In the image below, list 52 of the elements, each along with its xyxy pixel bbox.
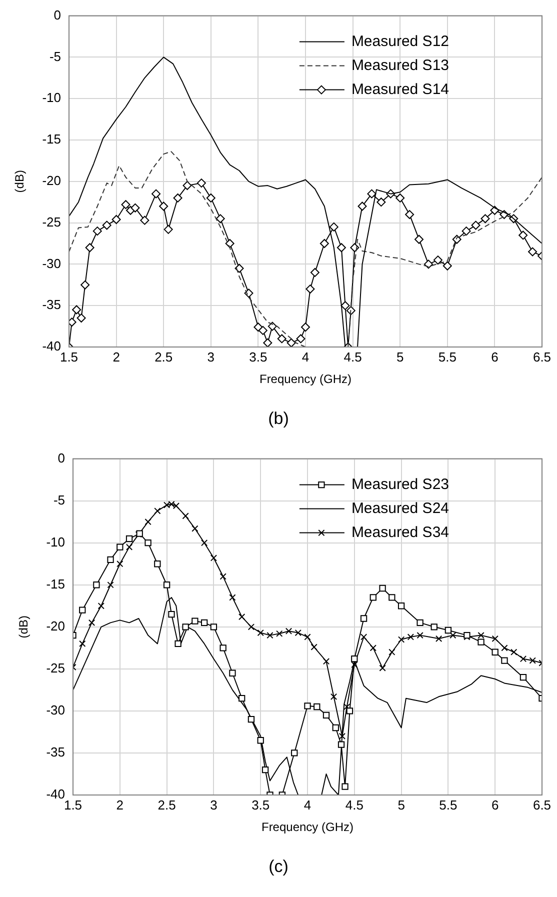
x-tick-label: 1.5 bbox=[60, 349, 78, 364]
y-tick-label: -30 bbox=[46, 702, 65, 718]
x-tick-label: 6 bbox=[491, 349, 498, 364]
y-tick-label: 0 bbox=[54, 7, 61, 22]
y-axis-title: (dB) bbox=[16, 616, 31, 638]
text: (c) bbox=[268, 856, 290, 878]
y-tick-label: -25 bbox=[42, 214, 61, 230]
y-tick-label: -5 bbox=[49, 48, 61, 64]
legend-label: Measured S13 bbox=[351, 56, 450, 74]
y-tick-label: -20 bbox=[46, 618, 65, 634]
y-tick-label: -25 bbox=[46, 660, 65, 676]
x-tick-label: 6 bbox=[491, 797, 499, 812]
y-tick-label: -10 bbox=[42, 90, 61, 106]
y-tick-label: -35 bbox=[42, 297, 61, 312]
x-tick-label: 5.5 bbox=[439, 797, 458, 812]
x-tick-label: 5 bbox=[398, 797, 405, 812]
text: (b) bbox=[267, 408, 290, 430]
legend-label: Measured S14 bbox=[351, 80, 450, 98]
y-tick-label: 0 bbox=[58, 450, 65, 466]
legend-label: Measured S34 bbox=[351, 524, 450, 541]
y-tick-label: -5 bbox=[53, 492, 65, 508]
x-tick-label: 3 bbox=[210, 797, 218, 812]
y-tick-label: -40 bbox=[46, 786, 65, 802]
x-tick-label: 2 bbox=[112, 349, 120, 364]
x-axis-title: Frequency (GHz) bbox=[259, 372, 352, 386]
x-tick-label: 4 bbox=[302, 349, 310, 364]
x-tick-label: 5 bbox=[396, 349, 404, 364]
x-tick-label: 3.5 bbox=[249, 349, 268, 364]
legend-label: Measured S23 bbox=[351, 476, 450, 493]
legend-label: Measured S12 bbox=[351, 32, 450, 50]
x-axis-title: Frequency (GHz) bbox=[261, 820, 354, 834]
x-tick-label: 4 bbox=[304, 797, 312, 812]
x-tick-label: 4.5 bbox=[345, 797, 364, 812]
x-tick-label: 6.5 bbox=[532, 349, 552, 364]
y-tick-label: -40 bbox=[42, 338, 61, 354]
x-tick-label: 2 bbox=[116, 797, 124, 812]
y-tick-label: -30 bbox=[42, 256, 61, 271]
x-tick-label: 1.5 bbox=[64, 797, 82, 812]
y-tick-label: -35 bbox=[46, 744, 65, 760]
y-tick-label: -15 bbox=[46, 576, 65, 592]
y-tick-label: -10 bbox=[46, 534, 65, 550]
x-tick-label: 5.5 bbox=[438, 349, 456, 364]
y-tick-label: -20 bbox=[42, 172, 61, 188]
x-tick-label: 3 bbox=[207, 349, 215, 364]
x-tick-label: 4.5 bbox=[344, 349, 362, 364]
y-axis-title: (dB) bbox=[12, 170, 27, 193]
legend-label: Measured S24 bbox=[351, 500, 450, 517]
x-tick-label: 6.5 bbox=[532, 797, 552, 812]
y-tick-label: -15 bbox=[42, 132, 61, 147]
x-tick-label: 2.5 bbox=[154, 349, 173, 364]
x-tick-label: 2.5 bbox=[158, 797, 176, 812]
x-tick-label: 3.5 bbox=[252, 797, 270, 812]
